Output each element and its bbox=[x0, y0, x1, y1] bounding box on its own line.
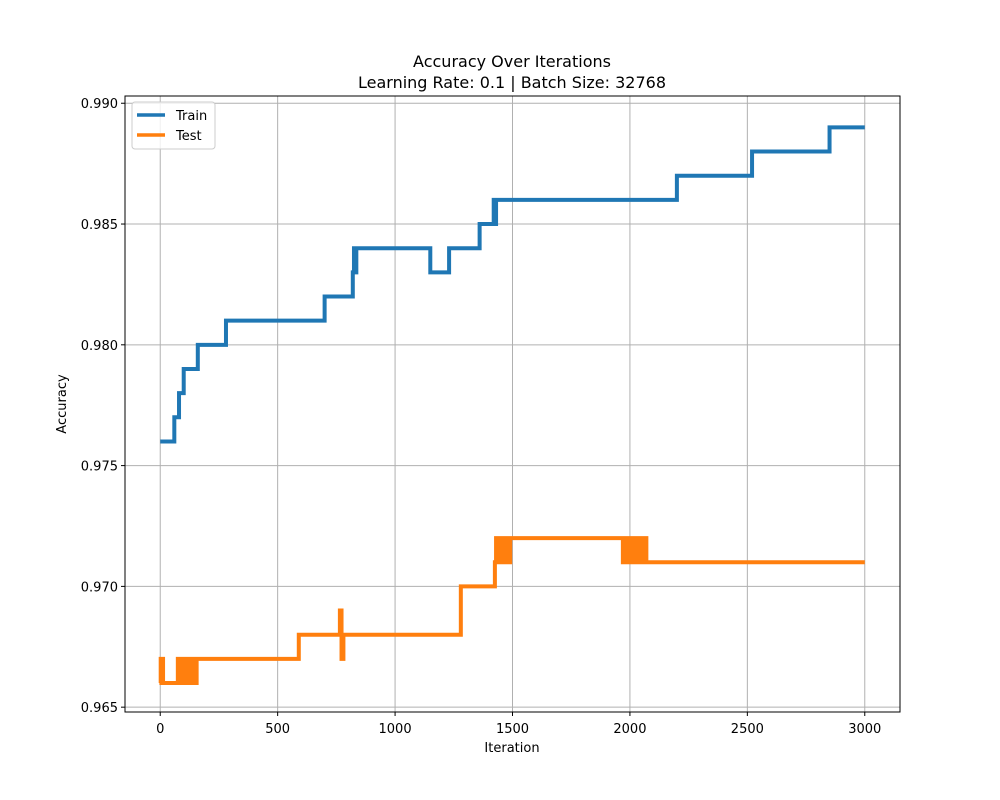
x-axis-label: Iteration bbox=[484, 741, 539, 756]
y-tick-label: 0.970 bbox=[81, 580, 118, 595]
y-axis-label: Accuracy bbox=[55, 374, 70, 434]
y-tick-label: 0.975 bbox=[81, 460, 118, 475]
x-tick-label: 500 bbox=[265, 722, 290, 737]
x-tick-label: 1000 bbox=[379, 722, 412, 737]
y-tick-label: 0.965 bbox=[81, 701, 118, 716]
legend-label-train: Train bbox=[175, 109, 207, 124]
x-tick-label: 0 bbox=[156, 722, 164, 737]
legend-label-test: Test bbox=[175, 129, 202, 144]
y-tick-label: 0.985 bbox=[81, 218, 118, 233]
x-tick-label: 2000 bbox=[613, 722, 646, 737]
chart-subtitle: Learning Rate: 0.1 | Batch Size: 32768 bbox=[358, 73, 666, 92]
grid-layer bbox=[125, 96, 900, 712]
series-line-test bbox=[158, 536, 865, 686]
legend: Train Test bbox=[131, 101, 216, 150]
x-tick-label: 1500 bbox=[496, 722, 529, 737]
x-tick-label: 3000 bbox=[848, 722, 881, 737]
y-tick-label: 0.990 bbox=[81, 97, 118, 112]
x-tick-label: 2500 bbox=[731, 722, 764, 737]
y-tick-label: 0.980 bbox=[81, 339, 118, 354]
series-line-train bbox=[160, 125, 865, 444]
series-layer bbox=[158, 125, 865, 686]
chart-title: Accuracy Over Iterations bbox=[413, 52, 611, 71]
tick-layer: 0 500 1000 1500 2000 2500 3000 0.965 0.970 0.975 0… bbox=[81, 97, 882, 737]
